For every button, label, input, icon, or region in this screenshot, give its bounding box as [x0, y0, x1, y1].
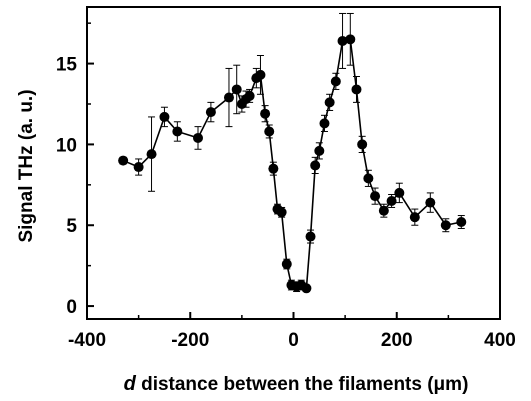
data-point — [319, 118, 330, 129]
data-markers-group — [118, 34, 467, 294]
data-point — [223, 92, 234, 103]
series-line — [122, 38, 462, 290]
y-tick-label: 10 — [56, 135, 77, 156]
y-axis-ticks: 0 5 10 15 — [56, 22, 94, 318]
data-point — [133, 162, 144, 173]
data-point — [260, 108, 271, 119]
x-tick-label: 200 — [381, 330, 413, 351]
x-axis-ticks: -400 -200 0 200 400 — [68, 312, 516, 351]
data-point — [276, 207, 287, 218]
data-point — [205, 107, 216, 118]
data-point — [456, 217, 467, 228]
data-point — [146, 149, 157, 160]
data-point — [386, 195, 397, 206]
x-tick-label: -400 — [68, 330, 106, 351]
x-tick-label: 400 — [484, 330, 516, 351]
y-tick-label: 5 — [66, 216, 77, 237]
data-point — [370, 191, 381, 202]
data-point — [192, 132, 203, 143]
data-point — [357, 139, 368, 150]
y-axis-title: Signal THz (a. u.) — [16, 89, 37, 242]
data-point — [305, 231, 316, 242]
data-point — [301, 283, 312, 294]
data-point — [255, 69, 266, 80]
data-point — [314, 145, 325, 156]
x-tick-label: 0 — [288, 330, 299, 351]
x-tick-label: -200 — [171, 330, 209, 351]
data-point — [159, 111, 170, 122]
data-point — [394, 187, 405, 198]
data-point — [425, 197, 436, 208]
data-point — [363, 173, 374, 184]
data-point — [440, 220, 451, 231]
data-point — [345, 34, 356, 45]
plot-frame — [86, 6, 501, 320]
data-point — [172, 126, 183, 137]
y-tick-label: 0 — [66, 297, 77, 318]
error-bars-group — [119, 12, 465, 293]
plot-border — [86, 6, 501, 320]
data-point — [264, 126, 275, 137]
data-point — [231, 84, 242, 95]
data-point — [409, 212, 420, 223]
x-axis-title: d distance between the filaments (μm) — [124, 373, 469, 395]
x-axis-title-text: distance between the filaments (μm) — [136, 374, 469, 395]
data-point — [281, 259, 292, 270]
data-point — [268, 163, 279, 174]
data-point — [244, 90, 255, 101]
data-point — [324, 97, 335, 108]
data-point — [351, 84, 362, 95]
data-point — [118, 155, 129, 166]
data-point — [310, 160, 321, 171]
x-axis-title-variable: d — [124, 373, 137, 395]
series-line-group — [122, 38, 462, 290]
data-point — [378, 205, 389, 216]
data-point — [330, 76, 341, 87]
data-point — [337, 35, 348, 46]
y-tick-label: 15 — [56, 55, 78, 76]
